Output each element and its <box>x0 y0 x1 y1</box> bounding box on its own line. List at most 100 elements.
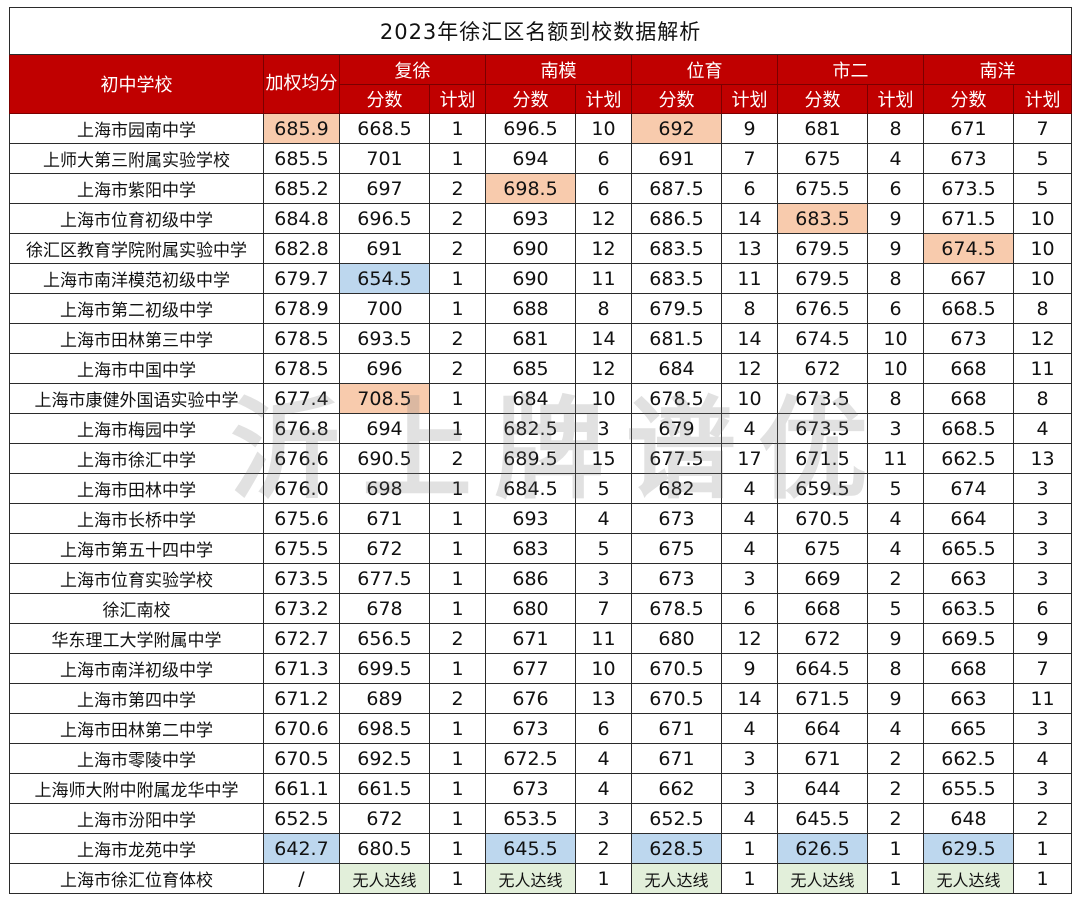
score-cell: 663 <box>923 683 1014 714</box>
plan-cell: 2 <box>575 833 632 864</box>
score-cell: 677.5 <box>339 563 430 594</box>
score-cell: 681 <box>777 113 868 144</box>
weighted-average-cell: 672.7 <box>263 623 340 654</box>
score-cell: 671 <box>485 623 576 654</box>
plan-cell: 8 <box>1012 383 1073 414</box>
score-cell: 672 <box>777 623 868 654</box>
plan-cell: 13 <box>721 233 778 264</box>
table-row: 上海市田林中学 676.0 698 1 684.5 5 682 4 659.5 5 674 3 <box>9 473 1073 504</box>
weighted-average-cell: 685.2 <box>263 173 340 204</box>
score-cell: 673 <box>631 503 722 534</box>
plan-cell: 4 <box>867 143 924 174</box>
plan-cell: 1 <box>429 803 486 834</box>
score-cell: 无人达线 <box>777 863 868 894</box>
school-name-cell: 上海市徐汇中学 <box>9 443 264 474</box>
school-name-cell: 上海市田林中学 <box>9 473 264 504</box>
score-cell: 683.5 <box>777 203 868 234</box>
score-cell: 662.5 <box>923 443 1014 474</box>
table-row: 上海市徐汇中学 676.6 690.5 2 689.5 15 677.5 17 671.5 11 6… <box>9 443 1073 474</box>
weighted-average-cell: 642.7 <box>263 833 340 864</box>
header-school: 初中学校 <box>9 54 264 114</box>
score-cell: 644 <box>777 773 868 804</box>
school-name-cell: 上海市梅园中学 <box>9 413 264 444</box>
school-name-cell: 上海市零陵中学 <box>9 743 264 774</box>
plan-cell: 5 <box>575 473 632 504</box>
school-name-cell: 上海市汾阳中学 <box>9 803 264 834</box>
plan-cell: 2 <box>429 683 486 714</box>
plan-cell: 9 <box>867 683 924 714</box>
table-title: 2023年徐汇区名额到校数据解析 <box>8 7 1073 55</box>
table-row: 上海师大附中附属龙华中学 661.1 661.5 1 673 4 662 3 644 2 655.5… <box>9 773 1073 804</box>
plan-cell: 4 <box>575 743 632 774</box>
score-cell: 671.5 <box>923 203 1014 234</box>
score-cell: 678 <box>339 593 430 624</box>
score-cell: 677.5 <box>631 443 722 474</box>
score-cell: 693.5 <box>339 323 430 354</box>
plan-cell: 14 <box>721 683 778 714</box>
table-row: 上海市第五十四中学 675.5 672 1 683 5 675 4 675 4 665.5 3 <box>9 533 1073 564</box>
table-row: 上海市紫阳中学 685.2 697 2 698.5 6 687.5 6 675.5 6 673.5 5 <box>9 173 1073 204</box>
header-group-nanyang: 南洋 <box>922 54 1073 85</box>
table-row: 上海市第二初级中学 678.9 700 1 688 8 679.5 8 676.5 6 668.5 8 <box>9 293 1073 324</box>
score-cell: 664 <box>777 713 868 744</box>
score-cell: 683 <box>485 533 576 564</box>
weighted-average-cell: 685.5 <box>263 143 340 174</box>
score-cell: 673.5 <box>923 173 1014 204</box>
subheader-row: 分数 计划 分数 计划 分数 计划 分数 计划 分数 计划 <box>10 84 1073 114</box>
plan-cell: 5 <box>1012 143 1073 174</box>
school-name-cell: 上海市第二初级中学 <box>9 293 264 324</box>
score-cell: 668.5 <box>923 293 1014 324</box>
plan-cell: 3 <box>1012 503 1073 534</box>
data-table: 2023年徐汇区名额到校数据解析 初中学校 加权均分 复徐 南模 位育 市二 南… <box>8 7 1073 894</box>
score-cell: 673.5 <box>777 413 868 444</box>
score-cell: 693 <box>485 203 576 234</box>
plan-cell: 2 <box>429 323 486 354</box>
plan-cell: 5 <box>867 593 924 624</box>
plan-cell: 1 <box>429 743 486 774</box>
score-cell: 681 <box>485 323 576 354</box>
score-cell: 628.5 <box>631 833 722 864</box>
score-cell: 671 <box>923 113 1014 144</box>
school-name-cell: 上海市龙苑中学 <box>9 833 264 864</box>
score-cell: 674.5 <box>777 323 868 354</box>
weighted-average-cell: 675.5 <box>263 533 340 564</box>
plan-cell: 1 <box>429 143 486 174</box>
score-cell: 683.5 <box>631 233 722 264</box>
score-cell: 668 <box>777 593 868 624</box>
score-cell: 678.5 <box>631 593 722 624</box>
table-row: 上海市园南中学 685.9 668.5 1 696.5 10 692 9 681 8 671 7 <box>9 113 1073 144</box>
score-cell: 672 <box>339 803 430 834</box>
weighted-average-cell: 670.6 <box>263 713 340 744</box>
score-cell: 675.5 <box>777 173 868 204</box>
plan-cell: 1 <box>867 833 924 864</box>
score-cell: 654.5 <box>339 263 430 294</box>
table-body: 上海市园南中学 685.9 668.5 1 696.5 10 692 9 681 8 671 7 上师大… <box>9 113 1073 894</box>
score-cell: 696 <box>339 353 430 384</box>
plan-cell: 3 <box>721 563 778 594</box>
plan-cell: 11 <box>867 443 924 474</box>
plan-cell: 10 <box>575 653 632 684</box>
school-name-cell: 上海市南洋初级中学 <box>9 653 264 684</box>
plan-cell: 9 <box>721 113 778 144</box>
table-row: 上师大第三附属实验学校 685.5 701 1 694 6 691 7 675 4 673 5 <box>9 143 1073 174</box>
score-cell: 694 <box>339 413 430 444</box>
table-row: 上海市位育初级中学 684.8 696.5 2 693 12 686.5 14 683.5 9 67… <box>9 203 1073 234</box>
weighted-average-cell: 678.5 <box>263 353 340 384</box>
score-cell: 683.5 <box>631 263 722 294</box>
plan-cell: 1 <box>429 863 486 894</box>
plan-cell: 11 <box>1012 353 1073 384</box>
subheader-plan: 计划 <box>721 84 778 114</box>
table-row: 上海市龙苑中学 642.7 680.5 1 645.5 2 628.5 1 626.5 1 629.… <box>9 833 1073 864</box>
plan-cell: 2 <box>867 803 924 834</box>
plan-cell: 14 <box>575 323 632 354</box>
score-cell: 679.5 <box>631 293 722 324</box>
plan-cell: 15 <box>575 443 632 474</box>
score-cell: 696.5 <box>485 113 576 144</box>
plan-cell: 3 <box>575 563 632 594</box>
subheader-score: 分数 <box>339 84 430 114</box>
plan-cell: 4 <box>721 473 778 504</box>
plan-cell: 4 <box>867 713 924 744</box>
score-cell: 664 <box>923 503 1014 534</box>
plan-cell: 2 <box>429 173 486 204</box>
score-cell: 689.5 <box>485 443 576 474</box>
